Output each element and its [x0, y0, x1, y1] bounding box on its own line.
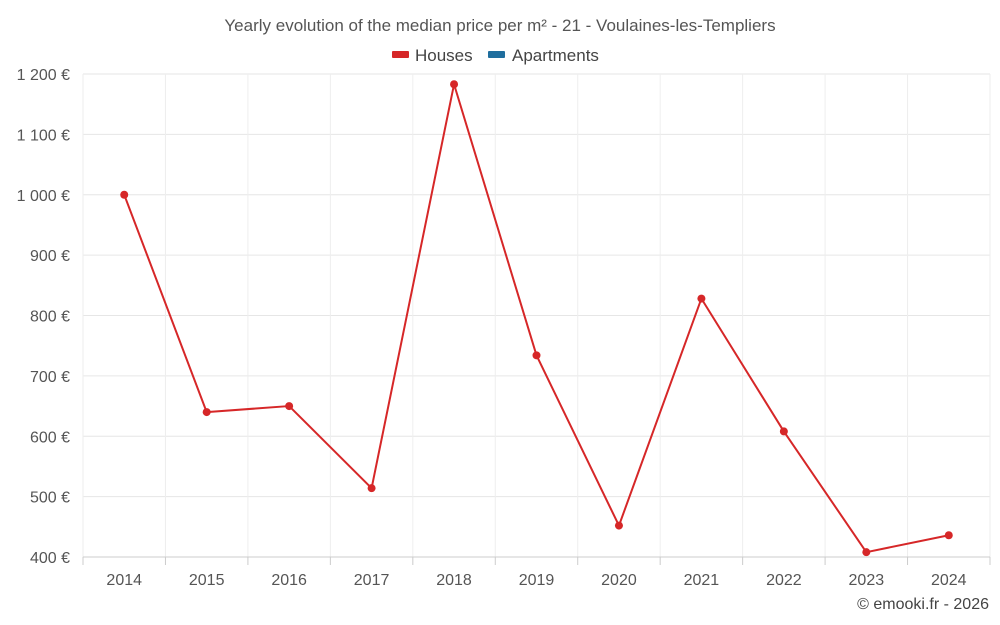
y-axis-tick-labels: 400 € 500 € 600 € 700 € 800 € 900 € 1 000 € 1 1… — [17, 67, 70, 567]
vertical-gridlines — [82, 74, 991, 557]
y-tick-label: 1 000 € — [17, 188, 70, 205]
x-tick-label: 2021 — [684, 572, 720, 589]
credit-text[interactable]: © emooki.fr - 2026 — [857, 596, 989, 613]
x-tick-label: 2016 — [271, 572, 307, 589]
series-layer — [120, 80, 953, 557]
data-point-houses — [944, 531, 953, 540]
x-axis-ticks — [82, 557, 991, 565]
x-tick-label: 2017 — [354, 572, 390, 589]
data-point-houses — [697, 294, 706, 303]
x-tick-label: 2022 — [766, 572, 802, 589]
y-tick-label: 800 € — [30, 309, 70, 326]
data-point-houses — [614, 521, 623, 530]
x-tick-label: 2018 — [436, 572, 472, 589]
data-point-houses — [450, 80, 459, 89]
legend-item-houses[interactable]: Houses — [392, 46, 473, 65]
legend-label-houses: Houses — [415, 46, 473, 65]
legend-label-apartments: Apartments — [512, 46, 599, 65]
y-tick-label: 1 100 € — [17, 127, 70, 144]
data-point-houses — [202, 408, 211, 417]
data-point-houses — [285, 402, 294, 411]
legend-swatch-apartments — [488, 51, 505, 58]
y-tick-label: 500 € — [30, 490, 70, 507]
x-axis-tick-labels: 2014 2015 2016 2017 2018 2019 2020 2021 2022 2023… — [106, 572, 966, 589]
x-tick-label: 2023 — [849, 572, 885, 589]
y-tick-label: 900 € — [30, 248, 70, 265]
x-tick-label: 2020 — [601, 572, 637, 589]
y-tick-label: 700 € — [30, 369, 70, 386]
legend-item-apartments[interactable]: Apartments — [488, 46, 599, 65]
x-tick-label: 2024 — [931, 572, 967, 589]
y-tick-label: 1 200 € — [17, 67, 70, 84]
y-tick-label: 400 € — [30, 550, 70, 567]
legend-swatch-houses — [392, 51, 409, 58]
x-tick-label: 2019 — [519, 572, 555, 589]
legend: Houses Apartments — [392, 46, 599, 65]
data-point-houses — [779, 427, 788, 436]
data-point-houses — [367, 484, 376, 493]
x-tick-label: 2015 — [189, 572, 225, 589]
x-tick-label: 2014 — [106, 572, 142, 589]
data-point-houses — [532, 351, 541, 360]
horizontal-gridlines — [83, 73, 990, 498]
data-point-houses — [120, 190, 129, 199]
chart-title: Yearly evolution of the median price per… — [224, 16, 775, 35]
data-point-houses — [862, 548, 871, 557]
y-tick-label: 600 € — [30, 429, 70, 446]
